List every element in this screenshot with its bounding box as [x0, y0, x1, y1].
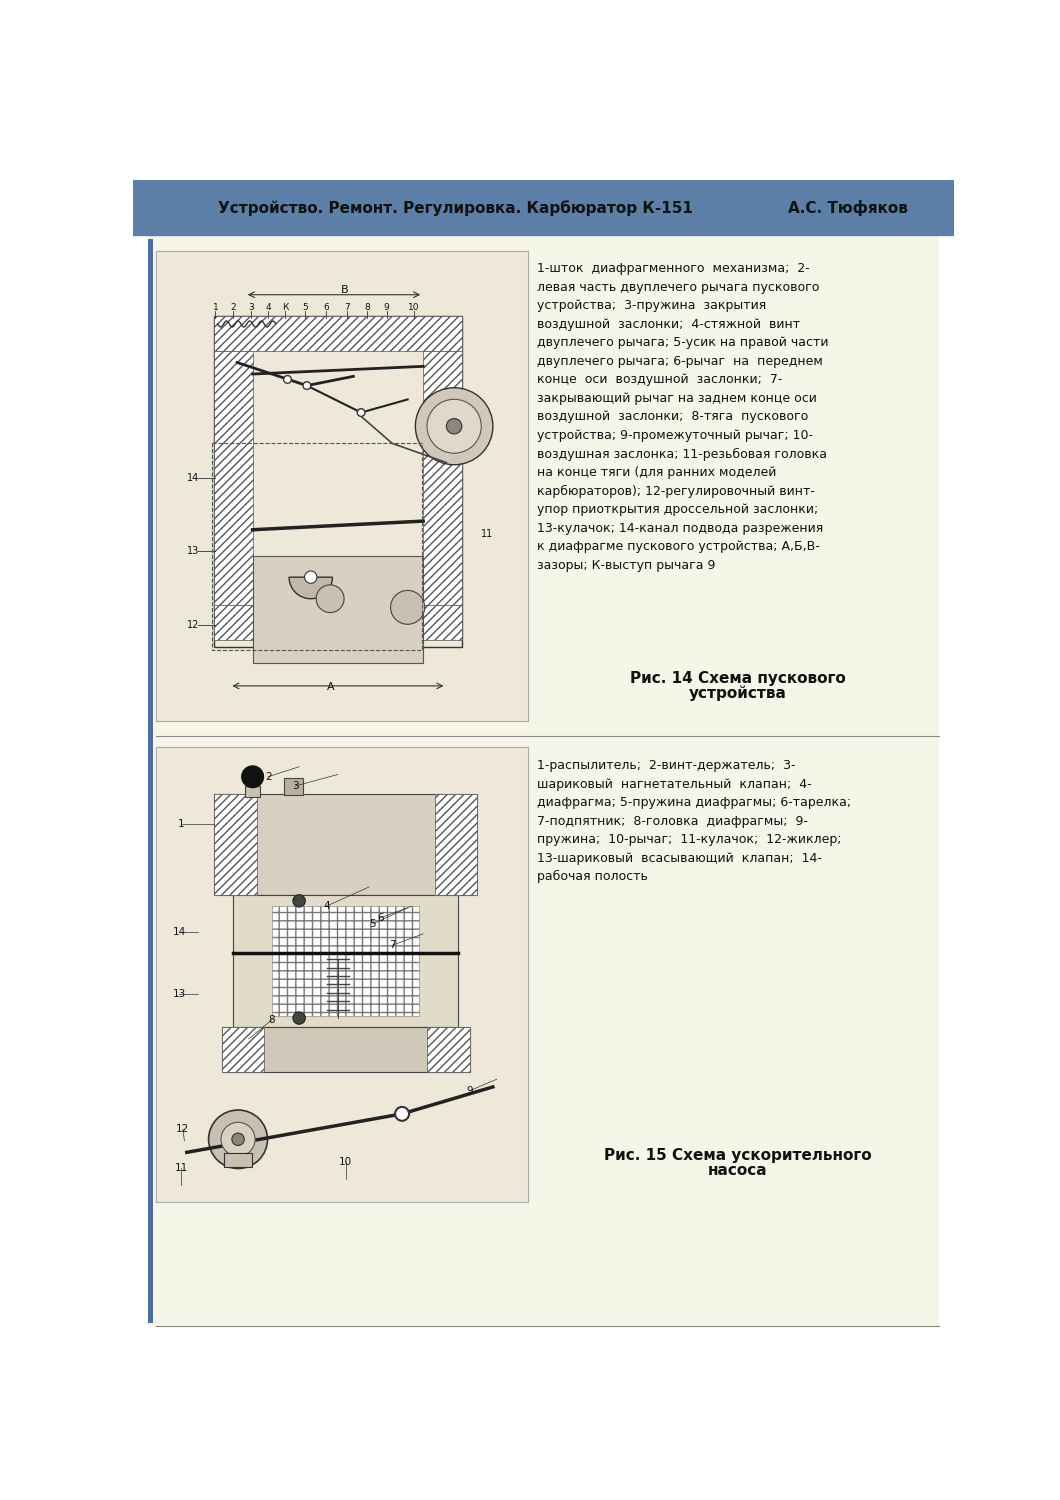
- Circle shape: [357, 408, 365, 417]
- Bar: [156, 747, 528, 1202]
- Text: 3: 3: [292, 782, 299, 790]
- Text: 1-распылитель;  2-винт-держатель;  3-
шариковый  нагнетательный  клапан;  4-
диа: 1-распылитель; 2-винт-держатель; 3- шари…: [537, 759, 851, 884]
- Bar: [132, 180, 954, 236]
- Text: 11: 11: [480, 530, 493, 538]
- Text: 2: 2: [230, 303, 236, 312]
- Text: 14: 14: [173, 927, 185, 938]
- Circle shape: [293, 894, 305, 908]
- Bar: [148, 240, 153, 1323]
- Bar: [222, 1028, 264, 1071]
- Bar: [272, 906, 420, 1016]
- Text: Рис. 14 Схема пускового: Рис. 14 Схема пускового: [630, 670, 846, 686]
- Text: 1: 1: [213, 303, 218, 312]
- Circle shape: [395, 1107, 409, 1120]
- Text: 11: 11: [175, 1162, 188, 1173]
- Circle shape: [303, 381, 311, 390]
- Text: К: К: [282, 303, 288, 312]
- Circle shape: [220, 1122, 255, 1156]
- Bar: [222, 1028, 470, 1071]
- Circle shape: [293, 1013, 305, 1025]
- Wedge shape: [289, 578, 333, 598]
- Bar: [214, 351, 252, 604]
- Text: 2: 2: [265, 771, 271, 782]
- Bar: [224, 1154, 252, 1167]
- Text: B: B: [341, 285, 349, 296]
- Bar: [212, 444, 422, 651]
- Bar: [423, 351, 462, 604]
- Text: 4: 4: [265, 303, 271, 312]
- Text: 3: 3: [248, 303, 254, 312]
- Text: 9: 9: [466, 1086, 473, 1096]
- Circle shape: [242, 766, 264, 788]
- Text: A: A: [328, 682, 335, 693]
- Text: 7: 7: [344, 303, 350, 312]
- Bar: [284, 778, 303, 795]
- Text: 6: 6: [377, 914, 384, 922]
- Text: 7: 7: [389, 940, 395, 951]
- Circle shape: [284, 375, 292, 384]
- Circle shape: [304, 572, 317, 584]
- Bar: [245, 786, 261, 796]
- Text: 1-шток  диафрагменного  механизма;  2-
левая часть двуплечего рычага пускового
у: 1-шток диафрагменного механизма; 2- лева…: [537, 262, 829, 572]
- Bar: [214, 316, 462, 351]
- Text: 5: 5: [302, 303, 308, 312]
- Text: 10: 10: [408, 303, 420, 312]
- Bar: [252, 555, 423, 663]
- Circle shape: [209, 1110, 267, 1168]
- Text: 9: 9: [384, 303, 390, 312]
- Circle shape: [316, 585, 344, 612]
- Text: 6: 6: [323, 303, 329, 312]
- Text: устройства: устройства: [689, 686, 787, 702]
- Text: 10: 10: [339, 1158, 352, 1167]
- Text: Устройство. Ремонт. Регулировка. Карбюратор К-151: Устройство. Ремонт. Регулировка. Карбюра…: [217, 200, 692, 216]
- Bar: [214, 316, 462, 648]
- Text: 13: 13: [187, 546, 199, 556]
- Bar: [214, 794, 257, 894]
- Text: 5: 5: [370, 920, 376, 928]
- Bar: [233, 894, 458, 1028]
- Circle shape: [232, 1132, 244, 1146]
- Text: 12: 12: [187, 620, 199, 630]
- Text: Рис. 15 Схема ускорительного: Рис. 15 Схема ускорительного: [604, 1148, 871, 1162]
- Text: 8: 8: [268, 1014, 276, 1025]
- Bar: [156, 251, 528, 720]
- Bar: [214, 794, 477, 894]
- Text: насоса: насоса: [708, 1164, 767, 1179]
- Text: А.С. Тюфяков: А.С. Тюфяков: [788, 200, 907, 216]
- Text: 14: 14: [187, 472, 199, 483]
- Circle shape: [446, 419, 462, 434]
- Bar: [427, 1028, 470, 1071]
- Circle shape: [416, 387, 493, 465]
- Bar: [214, 604, 462, 639]
- Text: 1: 1: [178, 819, 184, 830]
- Text: 4: 4: [323, 902, 330, 912]
- Bar: [435, 794, 477, 894]
- Text: 13: 13: [173, 988, 185, 999]
- Text: 8: 8: [365, 303, 370, 312]
- Text: 12: 12: [176, 1125, 190, 1134]
- Circle shape: [427, 399, 481, 453]
- Circle shape: [390, 591, 425, 624]
